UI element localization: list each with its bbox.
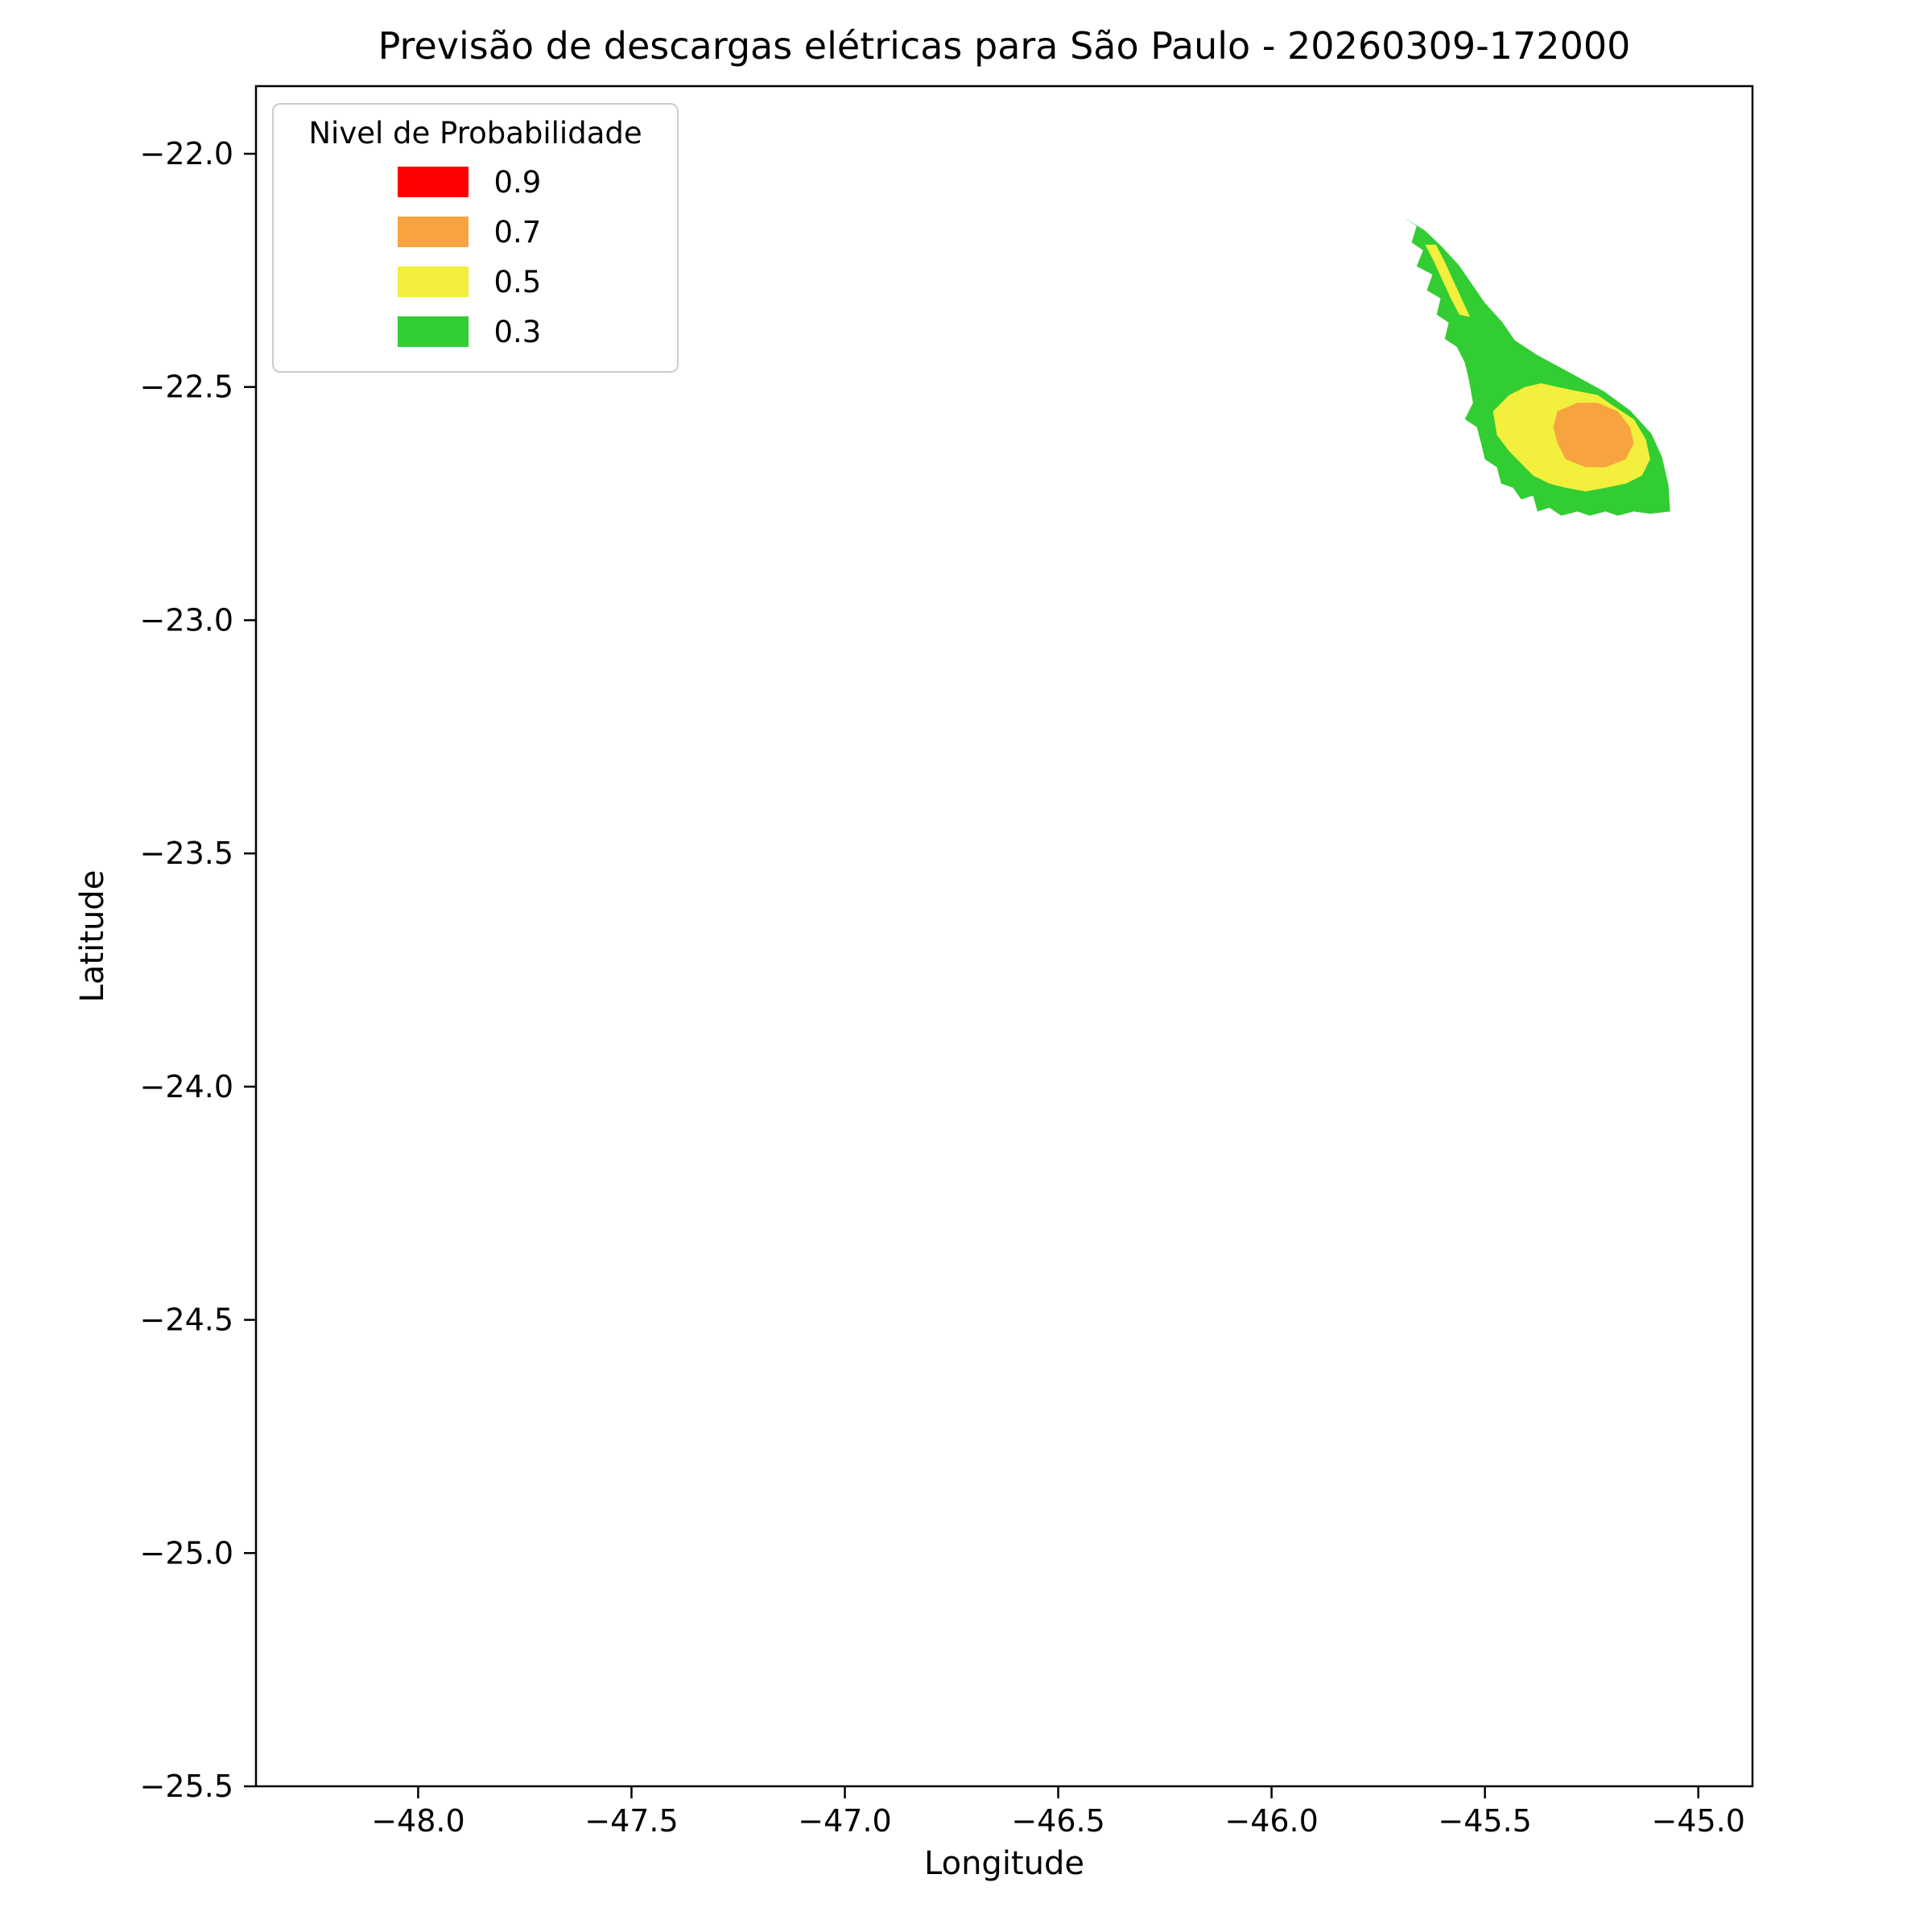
legend-swatch	[397, 266, 469, 297]
legend-swatch	[397, 217, 469, 247]
x-tick-label: −46.0	[1224, 1803, 1318, 1839]
x-tick-label: −48.0	[371, 1803, 464, 1839]
y-tick-label: −24.0	[140, 1069, 233, 1104]
legend-entry-label: 0.5	[493, 264, 542, 299]
x-tick-label: −45.5	[1438, 1803, 1531, 1839]
legend-entry: 0.5	[293, 257, 658, 307]
x-tick-label: −47.5	[584, 1803, 678, 1839]
legend-title: Nivel de Probabilidade	[308, 116, 642, 151]
y-tick-label: −25.5	[140, 1769, 233, 1804]
y-tick-label: −23.5	[140, 836, 233, 871]
legend-entry: 0.7	[293, 207, 658, 257]
axes-frame	[254, 85, 1754, 1788]
y-tick-label: −22.5	[140, 369, 233, 405]
legend-entry-label: 0.7	[493, 214, 542, 250]
x-axis-label: Longitude	[924, 1845, 1084, 1882]
y-tick-label: −24.5	[140, 1302, 233, 1338]
y-tick-label: −23.0	[140, 602, 233, 638]
contour-region-level-0.7	[1553, 402, 1634, 468]
legend-entry-label: 0.3	[493, 314, 542, 349]
x-tick-label: −47.0	[798, 1803, 891, 1839]
y-tick-label: −22.0	[140, 136, 233, 171]
legend-entry-label: 0.9	[493, 164, 542, 200]
legend-swatch	[397, 316, 469, 347]
legend-entry: 0.9	[293, 157, 658, 207]
chart-title: Previsão de descargas elétricas para São…	[378, 24, 1631, 68]
legend-entry: 0.3	[293, 307, 658, 357]
y-tick-label: −25.0	[140, 1535, 233, 1571]
y-axis-label: Latitude	[74, 869, 111, 1003]
x-tick-label: −45.0	[1651, 1803, 1744, 1839]
legend: Nivel de Probabilidade 0.9 0.7 0.5 0.3	[272, 103, 679, 373]
legend-swatch	[397, 167, 469, 197]
legend-rows: 0.9 0.7 0.5 0.3	[293, 157, 658, 357]
contour-region-level-0.5	[1425, 245, 1471, 317]
x-tick-label: −46.5	[1011, 1803, 1104, 1839]
